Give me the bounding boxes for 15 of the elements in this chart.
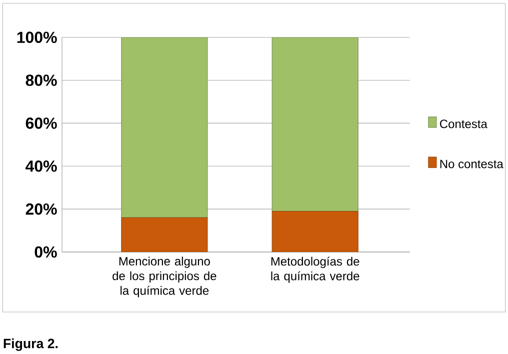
y-tick-label: 0%	[34, 246, 57, 258]
bar	[121, 37, 208, 218]
text: Figura 2.	[4, 338, 58, 351]
legend-label: Contesta	[440, 120, 488, 128]
y-tick-label: 100%	[17, 32, 57, 43]
y-tick-label: 20%	[26, 203, 57, 215]
y-tick-label: 60%	[26, 118, 57, 129]
y-tick-label: 80%	[26, 74, 57, 86]
x-tick-label: Mencione alguno de los principios de la química verde	[112, 256, 216, 298]
bar	[121, 217, 208, 252]
bar	[272, 210, 358, 252]
legend-label: No contesta	[440, 160, 504, 168]
x-tick-label: Metodologías de la química verde	[271, 256, 360, 283]
bar	[272, 37, 358, 212]
y-tick-label: 40%	[26, 160, 57, 172]
